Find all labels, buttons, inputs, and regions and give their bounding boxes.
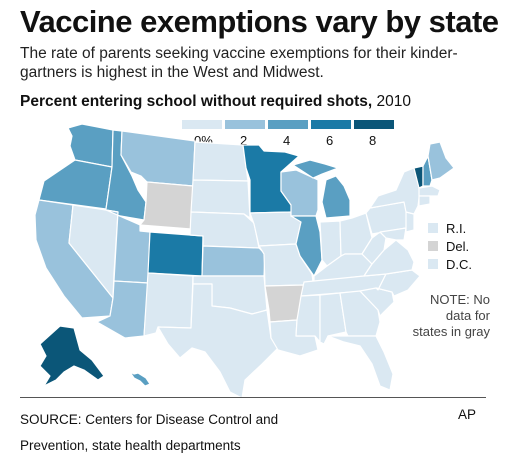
key-rhode-island-swatch [428,223,438,233]
key-rhode-island-label: R.I. [446,221,467,236]
state-wyoming [139,181,194,230]
legend-swatch-3 [268,120,308,129]
state-north-dakota [192,141,249,182]
state-massachusetts [418,185,441,197]
legend-tick-2: 2 [240,133,248,148]
legend-tick-8: 8 [369,133,377,148]
legend-swatch-4 [311,120,351,129]
chart-heading: Percent entering school without required… [20,93,411,111]
state-alaska [39,325,105,387]
state-michigan-lower [321,175,351,219]
no-data-note: NOTE: No data for states in gray [412,292,490,339]
key-dc-swatch [428,259,438,269]
chart-heading-year: 2010 [372,93,412,110]
state-hawaii [129,371,151,387]
chart-heading-bold: Percent entering school without required… [20,93,373,110]
footer-divider [20,397,486,398]
subtitle: The rate of parents seeking vaccine exem… [20,45,458,81]
state-texas [157,283,279,399]
state-connecticut [418,195,431,207]
state-new-jersey [405,211,415,233]
legend-swatch-5 [354,120,394,129]
key-delaware-label: Del. [446,239,470,254]
state-maryland [379,227,407,241]
state-new-mexico [143,272,194,337]
source-credit: SOURCE: Centers for Disease Control and … [20,412,279,453]
key-delaware-swatch [428,241,438,251]
page-title: Vaccine exemptions vary by state [20,4,499,39]
legend-tick-6: 6 [326,133,334,148]
state-colorado [147,231,204,277]
state-michigan-upper [292,159,339,179]
state-mississippi [295,294,321,343]
state-florida [327,335,394,391]
state-maine [427,141,455,181]
state-kansas [201,245,266,277]
state-new-hampshire [422,155,433,187]
agency-credit: AP [458,407,477,422]
key-dc-label: D.C. [446,257,472,272]
legend-tick-4: 4 [283,133,291,148]
legend-swatch-2 [225,120,265,129]
legend-swatch-1 [182,120,222,129]
